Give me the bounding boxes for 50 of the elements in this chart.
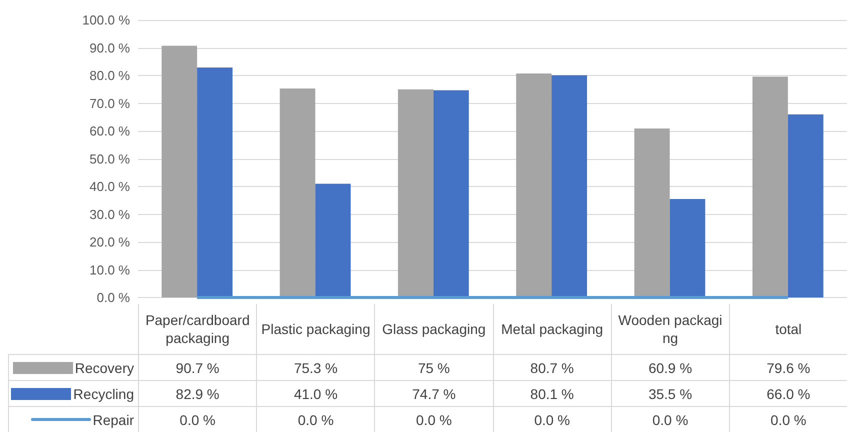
x-tick-label: Plastic packaging bbox=[256, 304, 374, 354]
y-tick-label: 0.0 % bbox=[96, 290, 130, 305]
bar bbox=[634, 128, 670, 298]
data-label: 79.6 % bbox=[728, 354, 848, 380]
data-label: 75 % bbox=[374, 354, 493, 380]
bar bbox=[752, 76, 788, 298]
y-tick-label: 100.0 % bbox=[82, 12, 130, 28]
y-tick-label: 70.0 % bbox=[90, 96, 130, 111]
data-label: 82.9 % bbox=[138, 380, 256, 406]
y-tick-label: 60.0 % bbox=[90, 124, 130, 138]
data-label: 0.0 % bbox=[256, 406, 374, 432]
x-tick-label: Wooden packaging bbox=[610, 304, 729, 354]
data-label: 66.0 % bbox=[728, 380, 848, 406]
data-label: 75.3 % bbox=[256, 354, 374, 380]
data-label: 80.7 % bbox=[492, 354, 611, 380]
bar bbox=[315, 184, 351, 298]
data-label: 80.1 % bbox=[492, 380, 611, 406]
x-tick-label: total bbox=[728, 304, 848, 354]
data-label: 90.7 % bbox=[138, 354, 256, 380]
x-tick-label: Glass packaging bbox=[374, 304, 493, 354]
data-label: 60.9 % bbox=[610, 354, 729, 380]
bar bbox=[552, 75, 588, 298]
data-label: 0.0 % bbox=[138, 406, 256, 432]
bar bbox=[197, 67, 233, 298]
bar bbox=[398, 89, 434, 298]
x-tick-label: Metal packaging bbox=[492, 304, 611, 354]
bar bbox=[670, 198, 706, 298]
data-label: 0.0 % bbox=[492, 406, 611, 432]
y-tick-label: 50.0 % bbox=[90, 151, 130, 166]
data-label: 0.0 % bbox=[374, 406, 493, 432]
data-label: 74.7 % bbox=[374, 380, 493, 406]
data-label: 35.5 % bbox=[610, 380, 729, 406]
x-tick-label: Paper/cardboard packaging bbox=[138, 304, 256, 354]
legend-label: Recovery bbox=[74, 360, 134, 376]
legend-label: Recycling bbox=[73, 386, 134, 402]
legend-label: Repair bbox=[92, 412, 134, 428]
y-tick-label: 80.0 % bbox=[90, 68, 130, 83]
bar bbox=[433, 90, 469, 298]
data-label: 41.0 % bbox=[256, 380, 374, 406]
y-tick-label: 90.0 % bbox=[90, 40, 130, 56]
y-tick-label: 20.0 % bbox=[90, 234, 130, 250]
y-tick-label: 40.0 % bbox=[90, 179, 130, 194]
bar bbox=[788, 114, 824, 298]
y-tick-label: 30.0 % bbox=[90, 206, 130, 222]
y-tick-label: 10.0 % bbox=[90, 262, 130, 278]
data-label: 0.0 % bbox=[728, 406, 848, 432]
data-label: 0.0 % bbox=[610, 406, 729, 432]
bar bbox=[280, 88, 316, 298]
bar bbox=[162, 46, 198, 298]
bar bbox=[516, 74, 552, 298]
